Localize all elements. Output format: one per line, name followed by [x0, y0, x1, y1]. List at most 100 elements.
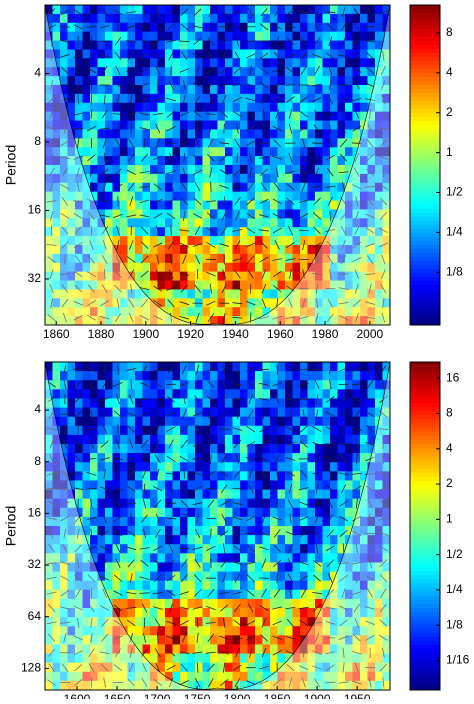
heatmap-cell	[353, 471, 361, 481]
heatmap-cell	[293, 526, 301, 536]
heatmap-cell	[173, 535, 181, 545]
colorbar-cell	[410, 37, 440, 42]
heatmap-cell	[180, 41, 188, 50]
heatmap-cell	[83, 103, 91, 112]
heatmap-cell	[195, 608, 203, 618]
heatmap-cell	[278, 626, 286, 636]
colorbar-cell	[410, 579, 440, 584]
heatmap-cell	[330, 553, 338, 563]
colorbar-cell	[410, 21, 440, 26]
heatmap-cell	[248, 499, 256, 509]
heatmap-cell	[180, 398, 188, 408]
heatmap-cell	[368, 389, 376, 399]
heatmap-cell	[225, 281, 233, 290]
heatmap-cell	[278, 490, 286, 500]
heatmap-cell	[345, 23, 353, 32]
heatmap-cell	[330, 535, 338, 545]
heatmap-cell	[143, 426, 151, 436]
heatmap-cell	[98, 508, 106, 518]
heatmap-cell	[150, 94, 158, 103]
heatmap-cell	[293, 462, 301, 472]
heatmap-cell	[158, 398, 166, 408]
heatmap-cell	[285, 227, 293, 236]
colorbar-cell	[410, 97, 440, 102]
heatmap-cell	[285, 408, 293, 418]
heatmap-cell	[308, 408, 316, 418]
heatmap-cell	[293, 562, 301, 572]
heatmap-cell	[203, 245, 211, 254]
heatmap-cell	[203, 58, 211, 67]
heatmap-cell	[308, 590, 316, 600]
heatmap-cell	[270, 183, 278, 192]
heatmap-cell	[330, 444, 338, 454]
heatmap-cell	[83, 426, 91, 436]
heatmap-cell	[135, 362, 143, 372]
heatmap-cell	[105, 103, 113, 112]
heatmap-cell	[360, 23, 368, 32]
heatmap-cell	[135, 147, 143, 156]
heatmap-cell	[128, 590, 136, 600]
heatmap-cell	[68, 76, 76, 85]
heatmap-cell	[135, 635, 143, 645]
heatmap-cell	[218, 23, 226, 32]
heatmap-cell	[113, 517, 121, 527]
heatmap-cell	[225, 49, 233, 58]
heatmap-cell	[285, 112, 293, 121]
heatmap-cell	[173, 5, 181, 14]
colorbar-cell	[410, 41, 440, 46]
heatmap-cell	[270, 453, 278, 463]
heatmap-cell	[98, 14, 106, 23]
colorbar-tick-label: 1/8	[446, 617, 463, 631]
colorbar-cell	[410, 411, 440, 416]
heatmap-cell	[105, 174, 113, 183]
colorbar-cell	[410, 407, 440, 412]
heatmap-cell	[105, 426, 113, 436]
colorbar-tick-label: 4	[446, 441, 453, 455]
colorbar-cell	[410, 205, 440, 210]
heatmap-cell	[240, 58, 248, 67]
heatmap-cell	[83, 462, 91, 472]
heatmap-cell	[173, 58, 181, 67]
heatmap-cell	[113, 389, 121, 399]
heatmap-cell	[345, 76, 353, 85]
heatmap-cell	[195, 417, 203, 427]
heatmap-cell	[98, 67, 106, 76]
heatmap-cell	[165, 654, 173, 664]
heatmap-cell	[105, 508, 113, 518]
heatmap-cell	[173, 471, 181, 481]
heatmap-cell	[360, 76, 368, 85]
heatmap-cell	[143, 263, 151, 272]
heatmap-cell	[120, 480, 128, 490]
heatmap-cell	[173, 32, 181, 41]
heatmap-cell	[233, 553, 241, 563]
heatmap-cell	[143, 32, 151, 41]
heatmap-cell	[375, 389, 383, 399]
heatmap-cell	[105, 201, 113, 210]
heatmap-cell	[128, 389, 136, 399]
heatmap-cell	[180, 129, 188, 138]
colorbar-cell	[410, 309, 440, 314]
heatmap-cell	[263, 462, 271, 472]
heatmap-cell	[105, 165, 113, 174]
heatmap-cell	[248, 165, 256, 174]
heatmap-cell	[248, 245, 256, 254]
colorbar-cell	[410, 245, 440, 250]
colorbar-cell	[410, 257, 440, 262]
heatmap-cell	[128, 626, 136, 636]
heatmap-cell	[113, 236, 121, 245]
heatmap-cell	[330, 499, 338, 509]
heatmap-cell	[210, 417, 218, 427]
heatmap-cell	[98, 544, 106, 554]
heatmap-cell	[203, 499, 211, 509]
heatmap-cell	[218, 599, 226, 609]
x-tick-label: 1800	[224, 692, 251, 699]
colorbar-cell	[410, 293, 440, 298]
heatmap-cell	[173, 129, 181, 138]
heatmap-cell	[68, 380, 76, 390]
heatmap-cell	[135, 129, 143, 138]
heatmap-cell	[240, 32, 248, 41]
heatmap-cell	[285, 23, 293, 32]
heatmap-cell	[300, 371, 308, 381]
heatmap-cell	[270, 535, 278, 545]
y-tick-label: 16	[28, 203, 42, 217]
